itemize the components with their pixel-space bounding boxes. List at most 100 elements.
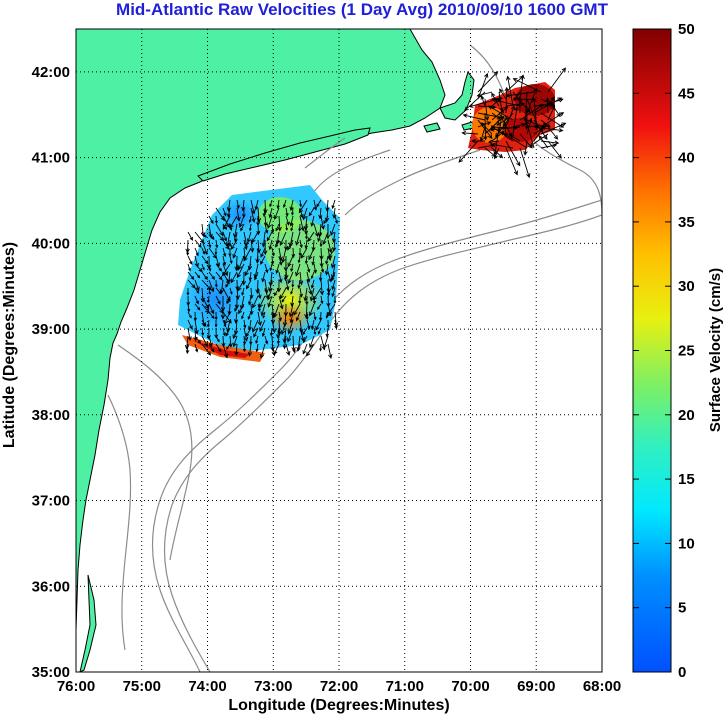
velocity-arrow	[315, 319, 322, 331]
y-tick-label: 38:00	[32, 407, 70, 424]
velocity-arrow	[309, 335, 315, 349]
velocity-arrow	[533, 126, 564, 133]
outer-banks	[79, 574, 97, 672]
velocity-arrow	[309, 287, 315, 302]
velocity-arrow	[234, 303, 238, 313]
velocity-arrow	[194, 263, 203, 273]
velocity-arrow	[243, 247, 252, 262]
velocity-arrow	[263, 215, 268, 227]
velocity-arrow	[298, 223, 302, 232]
velocity-arrow	[194, 335, 202, 344]
velocity-arrow	[304, 239, 308, 250]
velocity-arrow	[252, 295, 259, 309]
velocity-arrow	[238, 215, 245, 228]
velocity-arrow	[264, 335, 269, 345]
colorbar	[632, 28, 672, 673]
velocity-arrow	[194, 343, 199, 353]
velocity-arrow	[311, 255, 315, 266]
velocity-arrow	[219, 279, 225, 295]
velocity-arrow	[302, 343, 308, 355]
velocity-arrow	[259, 343, 266, 359]
velocity-arrow	[313, 327, 317, 336]
velocity-arrow	[298, 295, 302, 305]
velocity-arrow	[276, 199, 280, 210]
velocity-arrow	[328, 247, 336, 259]
velocity-arrow	[241, 311, 245, 320]
velocity-arrow	[237, 255, 245, 271]
velocity-arrow	[287, 271, 294, 285]
velocity-arrow	[230, 239, 238, 250]
y-tick-label: 42:00	[32, 64, 70, 81]
velocity-arrow	[275, 239, 280, 248]
velocity-arrow	[232, 247, 238, 259]
velocity-arrow	[201, 327, 205, 337]
velocity-arrow	[319, 239, 323, 248]
velocity-arrow	[285, 215, 290, 226]
velocity-arrow	[503, 133, 528, 149]
velocity-arrow	[330, 223, 336, 236]
x-axis-ticks: 76:00 75:00 74:00 73:00 72:00 71:00 70:00 69:00…	[57, 678, 621, 695]
velocity-arrow	[245, 327, 252, 338]
velocity-arrow	[258, 295, 266, 309]
velocity-arrow	[477, 119, 493, 139]
velocity-arrow	[326, 319, 330, 329]
velocity-arrow	[505, 147, 518, 176]
velocity-arrow	[260, 303, 266, 317]
velocity-arrow	[281, 295, 287, 303]
velocity-arrow	[257, 287, 262, 300]
velocity-arrow	[248, 223, 252, 232]
velocity-arrow	[290, 295, 295, 307]
velocity-arrow	[271, 247, 275, 257]
mainland	[76, 29, 446, 631]
velocity-arrow	[185, 343, 190, 355]
velocity-arrow	[208, 335, 213, 347]
velocity-arrow	[244, 263, 252, 277]
x-tick-label: 71:00	[386, 678, 424, 695]
colorbar-tick-label: 15	[678, 471, 695, 488]
velocity-arrow	[214, 247, 218, 256]
velocity-arrow	[229, 223, 233, 231]
velocity-arrow	[331, 199, 336, 210]
velocity-arrow	[278, 295, 284, 310]
velocity-arrow	[547, 140, 562, 159]
velocity-arrow	[242, 335, 247, 346]
velocity-arrow	[487, 139, 500, 144]
velocity-arrow	[320, 215, 325, 230]
x-tick-label: 76:00	[57, 678, 95, 695]
velocity-arrow	[247, 343, 253, 357]
velocity-arrow	[187, 327, 192, 342]
velocity-arrow	[270, 223, 275, 234]
velocity-arrow	[262, 311, 266, 319]
velocity-arrow	[268, 207, 273, 219]
velocity-arrow	[477, 121, 492, 128]
velocity-arrow	[331, 271, 336, 282]
velocity-arrow	[502, 120, 508, 135]
velocity-arrow	[269, 327, 274, 337]
velocity-arrow	[293, 303, 301, 316]
velocity-arrow	[524, 119, 535, 149]
velocity-arrow	[247, 319, 252, 331]
velocity-arrow	[187, 263, 191, 272]
velocity-arrow	[517, 96, 522, 114]
velocity-arrow	[288, 303, 294, 318]
velocity-arrow	[260, 255, 266, 265]
velocity-arrow	[331, 279, 336, 291]
velocity-arrow	[222, 255, 227, 267]
velocity-arrow	[232, 335, 238, 348]
x-tick-label: 70:00	[451, 678, 489, 695]
velocity-arrow	[186, 287, 190, 296]
velocity-arrow	[222, 223, 228, 231]
velocity-arrow	[290, 287, 294, 295]
velocity-arrow	[226, 207, 231, 218]
velocity-arrow	[236, 199, 240, 210]
velocity-arrow	[266, 287, 273, 301]
velocity-arrow	[194, 287, 200, 294]
velocity-arrow	[334, 319, 338, 330]
velocity-arrow	[208, 343, 215, 353]
plot-border	[75, 28, 603, 673]
velocity-arrow	[208, 215, 214, 224]
velocity-arrow	[208, 263, 212, 272]
velocity-arrow	[277, 215, 282, 232]
velocity-arrow	[201, 271, 208, 281]
